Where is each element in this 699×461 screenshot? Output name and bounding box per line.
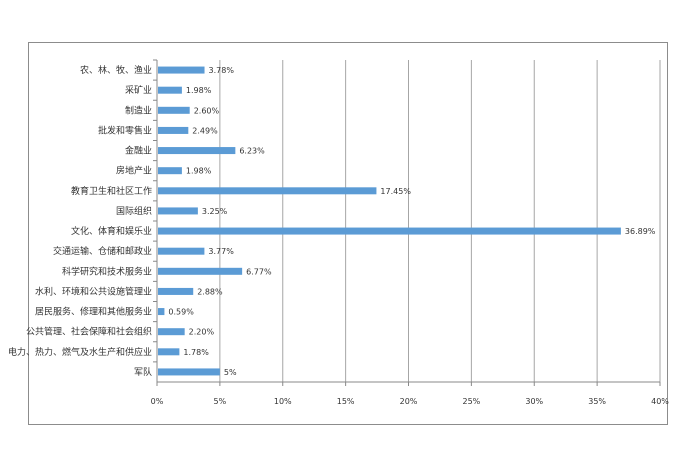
x-tick-label: 30% xyxy=(525,397,543,406)
category-label: 采矿业 xyxy=(125,84,152,96)
bar xyxy=(158,227,621,235)
bar xyxy=(158,368,220,376)
x-tick-label: 0% xyxy=(151,397,164,406)
category-label: 科学研究和技术服务业 xyxy=(62,265,152,277)
bar xyxy=(158,247,205,255)
data-label: 36.89% xyxy=(625,227,656,236)
data-label: 1.78% xyxy=(183,348,209,357)
x-tick-label: 40% xyxy=(651,397,669,406)
category-label: 国际组织 xyxy=(116,205,152,217)
data-label: 1.98% xyxy=(186,86,212,95)
data-label: 3.77% xyxy=(208,247,234,256)
category-label: 电力、热力、燃气及水生产和供应业 xyxy=(8,346,152,358)
bar xyxy=(158,147,236,155)
data-label: 6.23% xyxy=(239,147,265,156)
bar xyxy=(158,308,165,316)
bar xyxy=(158,126,189,134)
category-label: 房地产业 xyxy=(116,165,152,177)
x-tick-label: 25% xyxy=(462,397,480,406)
x-tick-label: 10% xyxy=(274,397,292,406)
category-label: 水利、环境和公共设施管理业 xyxy=(35,285,152,297)
chart-frame xyxy=(28,42,668,425)
x-tick-label: 35% xyxy=(588,397,606,406)
bar xyxy=(158,207,198,215)
bar xyxy=(158,328,185,336)
bar xyxy=(158,187,377,195)
x-tick-label: 20% xyxy=(400,397,418,406)
data-label: 6.77% xyxy=(246,267,272,276)
data-label: 2.20% xyxy=(189,328,215,337)
category-label: 批发和零售业 xyxy=(98,124,152,136)
category-label: 制造业 xyxy=(125,104,152,116)
category-label: 交通运输、仓储和邮政业 xyxy=(53,245,152,257)
category-label: 居民服务、修理和其他服务业 xyxy=(35,306,152,318)
category-label: 金融业 xyxy=(125,145,152,157)
data-label: 3.25% xyxy=(202,207,228,216)
data-label: 5% xyxy=(224,368,237,377)
bar xyxy=(158,106,190,114)
category-label: 农、林、牧、渔业 xyxy=(80,64,152,76)
data-label: 2.49% xyxy=(192,126,218,135)
bar xyxy=(158,287,194,295)
bar xyxy=(158,66,205,74)
category-label: 军队 xyxy=(134,366,152,378)
category-label: 教育卫生和社区工作 xyxy=(71,185,152,197)
category-label: 公共管理、社会保障和社会组织 xyxy=(26,326,152,338)
x-tick-label: 15% xyxy=(337,397,355,406)
category-label: 文化、体育和娱乐业 xyxy=(71,225,152,237)
bar xyxy=(158,348,180,356)
bar xyxy=(158,267,243,275)
data-label: 3.78% xyxy=(209,66,235,75)
x-tick-label: 5% xyxy=(214,397,227,406)
data-label: 2.60% xyxy=(194,106,220,115)
data-label: 2.88% xyxy=(197,287,223,296)
data-label: 0.59% xyxy=(168,308,194,317)
bar xyxy=(158,86,182,94)
data-label: 1.98% xyxy=(186,167,212,176)
bar xyxy=(158,167,182,175)
data-label: 17.45% xyxy=(380,187,411,196)
